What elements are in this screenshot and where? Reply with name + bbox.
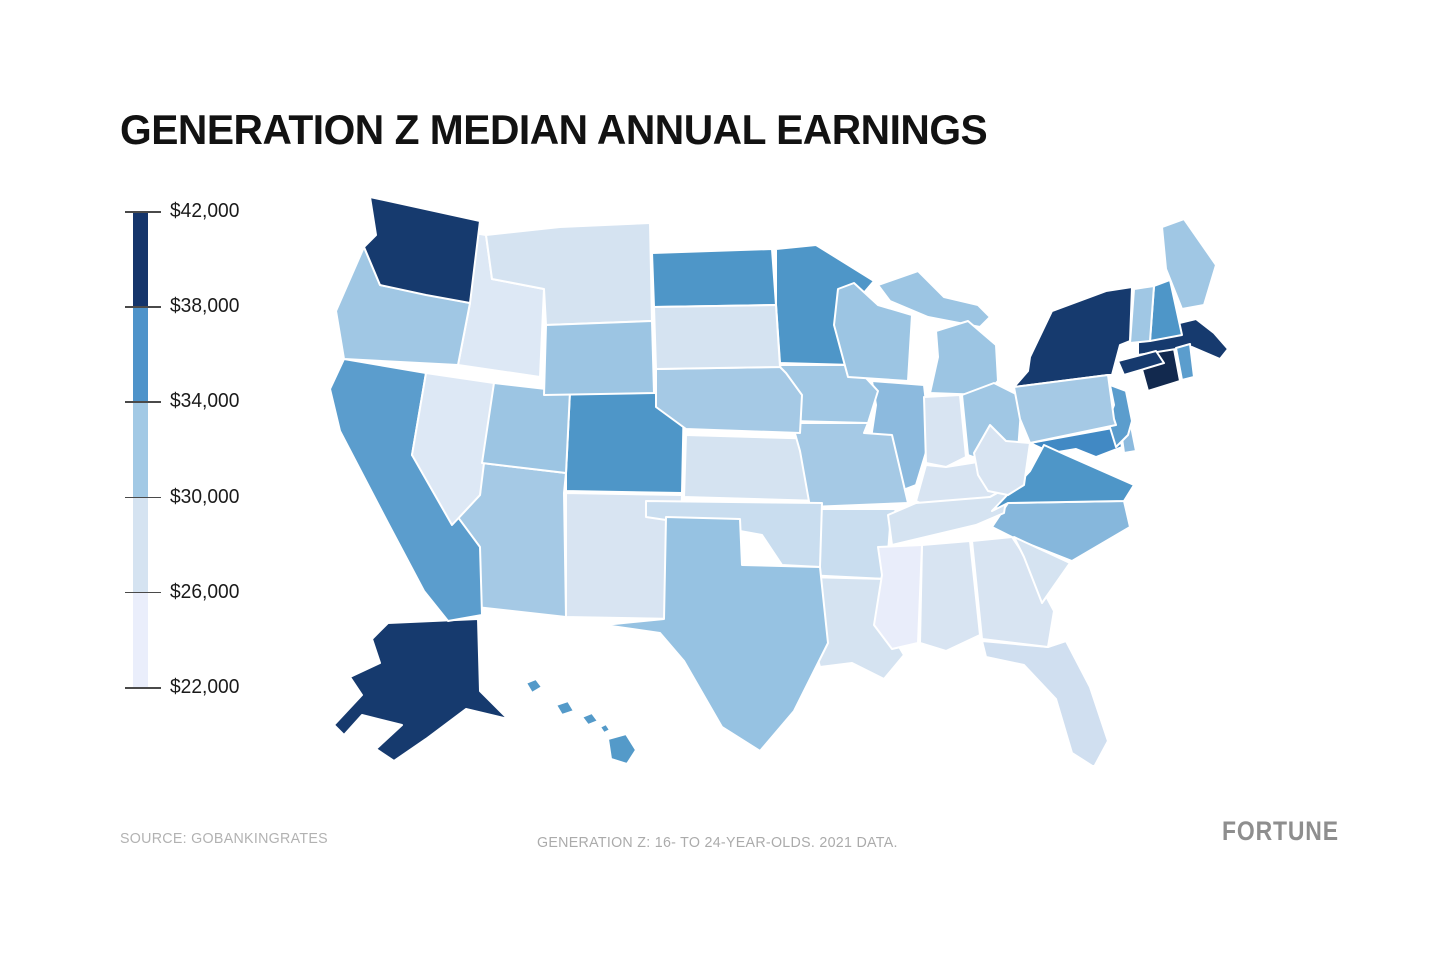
state-sc xyxy=(1013,536,1071,604)
legend-tick-line xyxy=(125,401,161,403)
state-hi xyxy=(555,700,575,716)
legend-tick-line xyxy=(125,211,161,213)
state-wy xyxy=(543,320,655,396)
legend-tick-line xyxy=(125,687,161,689)
legend-band xyxy=(133,212,148,308)
state-wv xyxy=(973,424,1031,496)
state-hi xyxy=(607,733,637,765)
state-ny xyxy=(1013,286,1133,388)
state-mi xyxy=(877,270,991,328)
state-mi xyxy=(929,320,999,396)
state-mo xyxy=(791,422,909,508)
state-ms xyxy=(873,544,923,650)
legend-tick-label: $26,000 xyxy=(170,580,240,603)
state-hi xyxy=(599,723,611,734)
chart-title: GENERATION Z MEDIAN ANNUAL EARNINGS xyxy=(120,106,988,153)
state-ut xyxy=(481,382,571,474)
legend-bar xyxy=(133,212,148,689)
state-nv xyxy=(411,372,495,526)
state-nd xyxy=(651,248,777,308)
source-text: SOURCE: GOBANKINGRATES xyxy=(120,830,328,847)
state-hi xyxy=(525,678,543,694)
legend-band xyxy=(133,592,148,689)
legend-tick-label: $42,000 xyxy=(170,200,240,223)
state-al xyxy=(919,540,981,652)
state-fl xyxy=(981,640,1109,765)
legend-tick-line xyxy=(125,306,161,308)
fortune-logo: FORTUNE xyxy=(1222,816,1339,846)
us-map xyxy=(330,196,1229,765)
state-wa xyxy=(363,196,481,304)
legend-band xyxy=(133,497,148,593)
note-text: GENERATION Z: 16- TO 24-YEAR-OLDS. 2021 … xyxy=(537,834,898,851)
legend-tick-label: $34,000 xyxy=(170,390,240,413)
state-sd xyxy=(653,304,781,370)
legend-band xyxy=(133,402,148,498)
state-hi xyxy=(581,712,599,726)
legend-tick-line xyxy=(125,591,161,594)
state-ri xyxy=(1175,343,1195,381)
state-me xyxy=(1161,218,1217,310)
state-wi xyxy=(833,282,913,382)
legend-tick-label: $22,000 xyxy=(170,676,240,699)
state-pa xyxy=(1013,374,1117,444)
state-ne xyxy=(655,366,803,434)
state-vt xyxy=(1129,285,1155,344)
legend-band xyxy=(133,307,148,403)
state-in xyxy=(923,394,967,468)
state-ak xyxy=(333,618,509,762)
state-ny xyxy=(1117,350,1165,376)
legend-ticks: $42,000 $38,000 $34,000 $30,000 $26,000 $22,0… xyxy=(125,200,275,698)
state-tx xyxy=(603,516,829,752)
state-va xyxy=(991,444,1135,512)
legend-tick-label: $38,000 xyxy=(170,295,240,318)
legend-tick-label: $30,000 xyxy=(170,485,240,508)
legend: $42,000 $38,000 $34,000 $30,000 $26,000 $22,0… xyxy=(125,200,275,698)
legend-tick-line xyxy=(125,496,161,499)
